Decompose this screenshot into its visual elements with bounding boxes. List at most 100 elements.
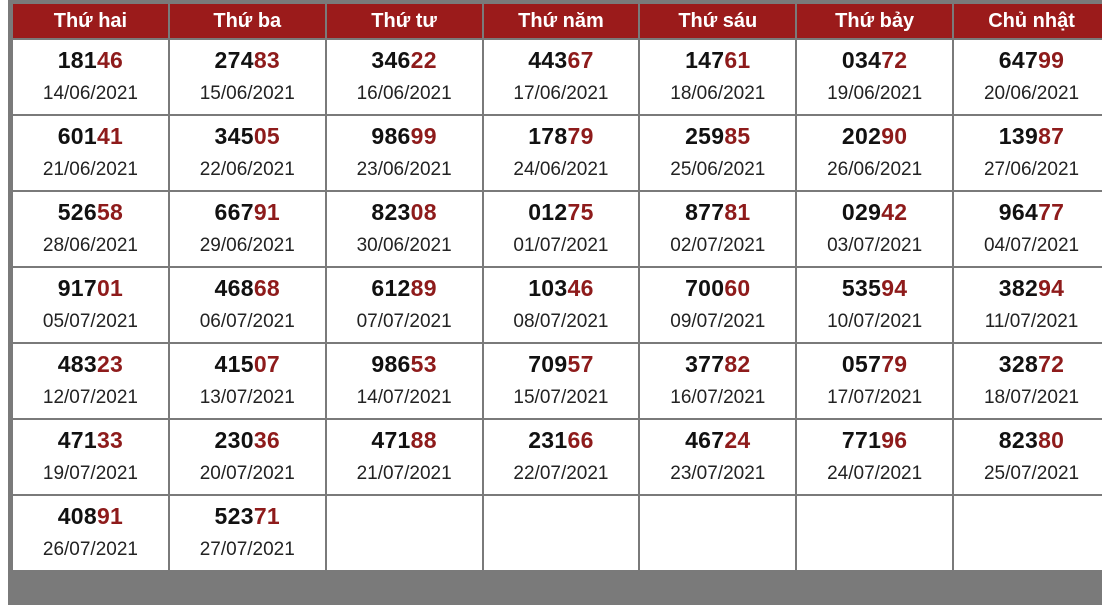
draw-date: 23/07/2021 <box>670 463 766 484</box>
result-number: 66791 <box>170 198 325 226</box>
result-number: 98699 <box>327 122 482 150</box>
result-number: 46868 <box>170 274 325 302</box>
result-cell-thursday: 01275 01/07/2021 <box>483 192 639 266</box>
draw-date: 13/07/2021 <box>199 387 295 408</box>
number-leading-digits: 471 <box>371 427 411 453</box>
result-cell-tuesday: 66791 29/06/2021 <box>169 192 325 266</box>
number-tail-digits: 83 <box>253 47 280 73</box>
result-number: 01275 <box>484 198 639 226</box>
number-leading-digits: 647 <box>998 47 1039 73</box>
result-cell-wednesday: 82308 30/06/2021 <box>326 192 482 266</box>
result-number: 37782 <box>640 350 795 378</box>
result-number: 47188 <box>327 426 482 454</box>
number-tail-digits: 68 <box>253 275 280 301</box>
result-cell-saturday: 20290 26/06/2021 <box>797 116 953 190</box>
draw-date: 02/07/2021 <box>670 235 766 256</box>
draw-date: 16/06/2021 <box>356 83 452 104</box>
result-cell-tuesday: 23036 20/07/2021 <box>169 420 325 494</box>
draw-date: 27/07/2021 <box>199 539 295 560</box>
result-number: 23166 <box>484 426 639 454</box>
result-number: 38294 <box>954 274 1102 302</box>
number-tail-digits: 66 <box>567 427 594 453</box>
result-number: 53594 <box>797 274 952 302</box>
number-leading-digits: 274 <box>214 47 254 73</box>
result-number: 32872 <box>954 350 1102 378</box>
number-leading-digits: 667 <box>214 199 254 225</box>
number-tail-digits: 99 <box>410 123 437 149</box>
result-number: 02942 <box>797 198 952 226</box>
draw-date: 18/06/2021 <box>670 83 766 104</box>
draw-date: 26/06/2021 <box>827 159 923 180</box>
result-cell-thursday: 44367 17/06/2021 <box>483 40 639 114</box>
number-tail-digits: 79 <box>881 351 908 377</box>
draw-date: 19/06/2021 <box>827 83 923 104</box>
number-leading-digits: 230 <box>214 427 254 453</box>
draw-date: 26/07/2021 <box>42 539 138 560</box>
result-number: 82380 <box>954 426 1102 454</box>
draw-date: 18/07/2021 <box>983 387 1080 408</box>
number-tail-digits: 90 <box>881 123 908 149</box>
number-tail-digits: 72 <box>881 47 908 73</box>
number-leading-digits: 147 <box>685 47 725 73</box>
number-leading-digits: 029 <box>841 199 882 225</box>
result-cell-monday: 60141 21/06/2021 <box>13 116 168 190</box>
draw-date: 01/07/2021 <box>513 235 609 256</box>
draw-date: 14/07/2021 <box>356 387 452 408</box>
result-number: 25985 <box>640 122 795 150</box>
number-leading-digits: 408 <box>57 503 97 529</box>
number-tail-digits: 67 <box>567 47 594 73</box>
number-tail-digits: 79 <box>567 123 594 149</box>
number-tail-digits: 89 <box>410 275 437 301</box>
draw-date: 16/07/2021 <box>670 387 766 408</box>
draw-date: 21/06/2021 <box>42 159 138 180</box>
number-leading-digits: 443 <box>528 47 568 73</box>
number-tail-digits: 99 <box>1038 47 1065 73</box>
result-number: 34622 <box>327 46 482 74</box>
number-leading-digits: 467 <box>685 427 725 453</box>
week-row: 40891 26/07/2021 52371 27/07/2021 <box>13 496 1102 570</box>
result-cell-wednesday <box>326 496 482 570</box>
draw-date: 06/07/2021 <box>199 311 295 332</box>
result-cell-saturday: 03472 19/06/2021 <box>797 40 953 114</box>
number-leading-digits: 415 <box>214 351 254 377</box>
draw-date: 22/06/2021 <box>199 159 295 180</box>
result-number: 41507 <box>170 350 325 378</box>
result-cell-thursday: 23166 22/07/2021 <box>483 420 639 494</box>
result-cell-sunday: 13987 27/06/2021 <box>954 116 1102 190</box>
result-number: 10346 <box>484 274 639 302</box>
results-body: 18146 14/06/2021 27483 15/06/2021 34622 16/06… <box>13 40 1102 570</box>
number-leading-digits: 526 <box>57 199 97 225</box>
week-row: 47133 19/07/2021 23036 20/07/2021 47188 21/07… <box>13 420 1102 494</box>
result-cell-friday: 25985 25/06/2021 <box>640 116 796 190</box>
result-cell-thursday: 70957 15/07/2021 <box>483 344 639 418</box>
number-leading-digits: 964 <box>998 199 1039 225</box>
result-cell-saturday: 05779 17/07/2021 <box>797 344 953 418</box>
result-cell-thursday: 17879 24/06/2021 <box>483 116 639 190</box>
week-row: 60141 21/06/2021 34505 22/06/2021 98699 23/06… <box>13 116 1102 190</box>
draw-date: 15/06/2021 <box>199 83 295 104</box>
number-leading-digits: 471 <box>57 427 97 453</box>
header-wednesday: Thứ tư <box>326 4 482 38</box>
result-number: 14761 <box>640 46 795 74</box>
result-cell-saturday <box>797 496 953 570</box>
result-number: 82308 <box>327 198 482 226</box>
result-number: 47133 <box>13 426 168 454</box>
result-cell-friday: 14761 18/06/2021 <box>640 40 796 114</box>
number-tail-digits: 01 <box>96 275 124 301</box>
result-cell-thursday <box>483 496 639 570</box>
number-tail-digits: 46 <box>567 275 594 301</box>
draw-date: 20/07/2021 <box>199 463 295 484</box>
number-tail-digits: 82 <box>724 351 751 377</box>
result-number: 05779 <box>797 350 952 378</box>
number-leading-digits: 917 <box>57 275 97 301</box>
number-tail-digits: 46 <box>96 47 124 73</box>
draw-date: 23/06/2021 <box>356 159 452 180</box>
number-tail-digits: 91 <box>253 199 280 225</box>
draw-date: 28/06/2021 <box>42 235 138 256</box>
result-number: 70060 <box>640 274 795 302</box>
draw-date: 21/07/2021 <box>356 463 452 484</box>
number-tail-digits: 94 <box>1038 275 1065 301</box>
weekday-header-row: Thứ hai Thứ ba Thứ tư Thứ năm Thứ sáu Th… <box>13 4 1102 38</box>
number-leading-digits: 771 <box>841 427 882 453</box>
result-cell-wednesday: 98699 23/06/2021 <box>326 116 482 190</box>
